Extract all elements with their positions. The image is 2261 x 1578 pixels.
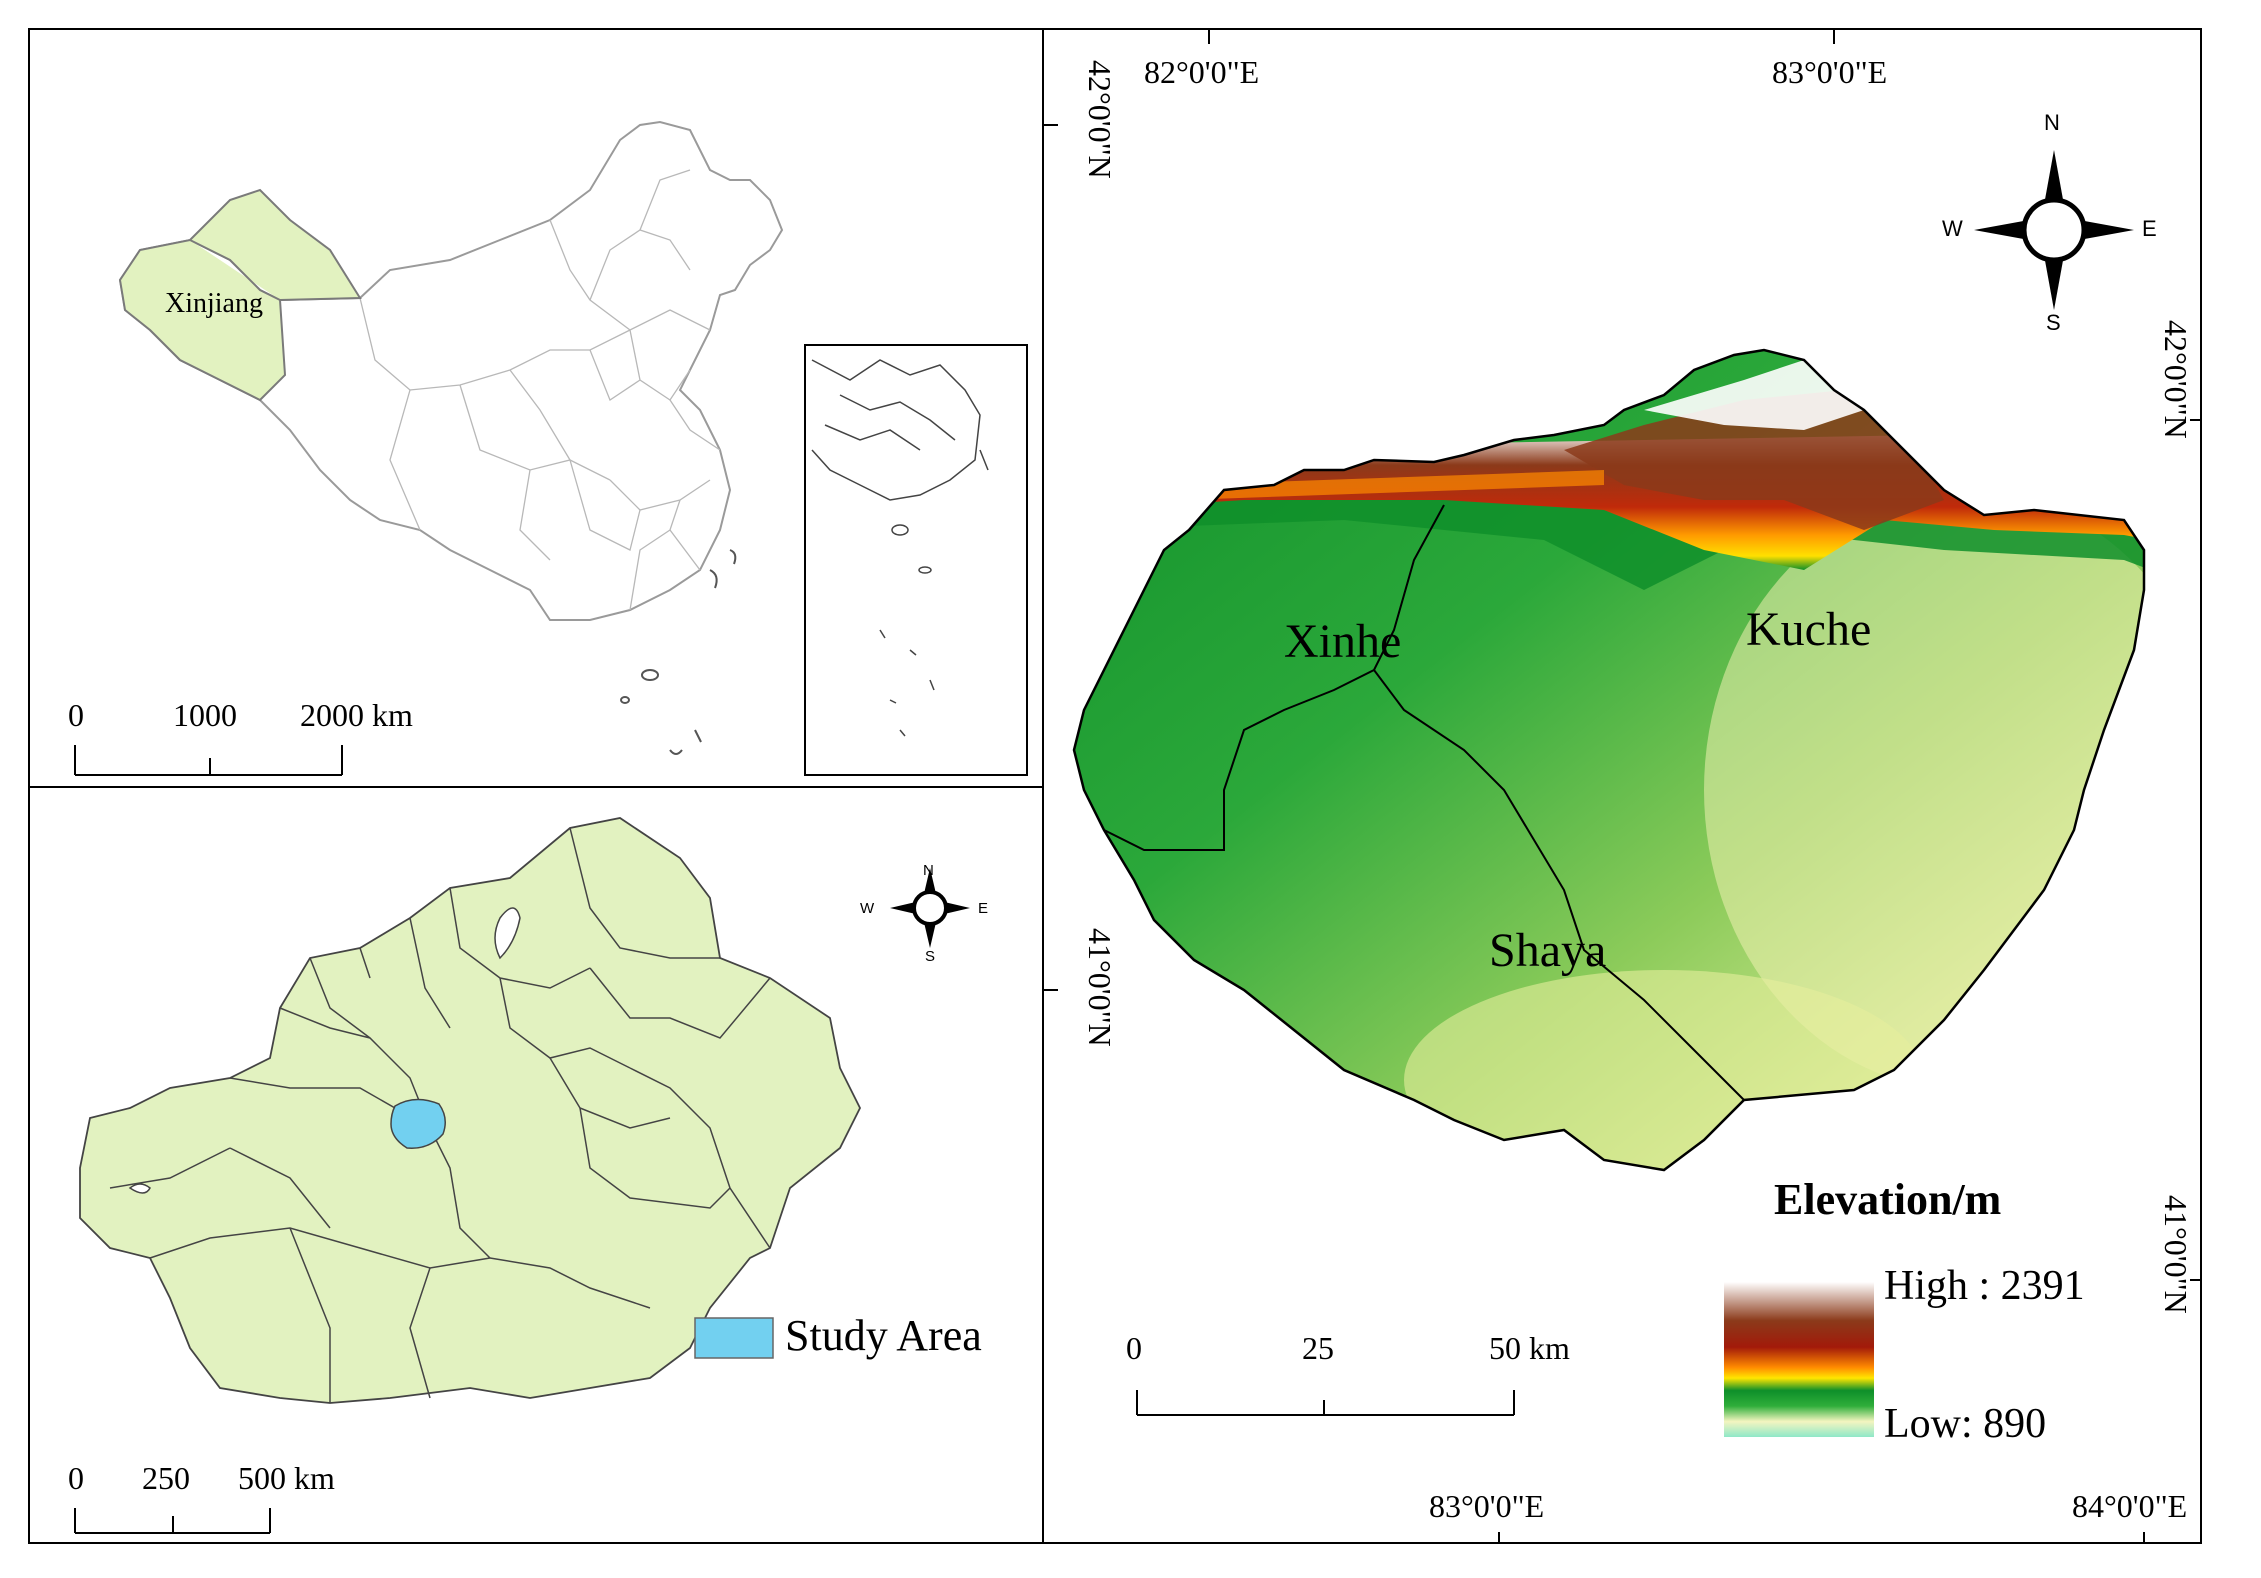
dem-compass-e: E <box>2142 216 2157 241</box>
dem-compass-w: W <box>1942 216 1963 241</box>
legend-ramp <box>1724 1282 1874 1437</box>
xj-scale-250: 250 <box>142 1460 190 1496</box>
inset-coast <box>811 359 989 737</box>
xinjiang-label: Xinjiang <box>165 288 263 319</box>
legend-label: Study Area <box>785 1311 982 1360</box>
dem-scale-25: 25 <box>1302 1330 1334 1366</box>
china-scale-1000: 1000 <box>173 697 237 733</box>
xj-scale-0: 0 <box>68 1460 84 1496</box>
dem-scalebar <box>1136 1390 1515 1416</box>
province-boundaries <box>359 169 721 611</box>
dem-compass <box>1974 150 2134 310</box>
china-scalebar <box>74 745 343 776</box>
compass-s: S <box>925 948 936 965</box>
xinjiang-highlight <box>118 188 362 402</box>
dem-compass-n: N <box>2044 110 2060 135</box>
dem-scale-50: 50 km <box>1489 1330 1570 1366</box>
xinjiang-scalebar <box>74 1508 271 1534</box>
lake <box>494 907 521 960</box>
study-area-boundary <box>1072 348 2146 1172</box>
compass-w: W <box>860 900 875 917</box>
bottom-lon-83: 83°0'0"E <box>1429 1488 1545 1524</box>
region-kuche: Kuche <box>1746 603 1872 656</box>
xinjiang-outline <box>79 817 862 1404</box>
xinjiang-map-panel: N S E W Study Area 0 250 500 km <box>28 786 1044 1544</box>
dem-scale-0: 0 <box>1126 1330 1142 1366</box>
legend-high: High : 2391 <box>1884 1263 2085 1309</box>
south-china-sea-inset <box>804 344 1028 776</box>
right-lat-42: 42°0'0"N <box>2158 320 2194 439</box>
elevation-map-svg <box>1044 30 2200 1542</box>
legend-swatch <box>694 1317 774 1359</box>
top-lon-82: 82°0'0"E <box>1144 54 1260 90</box>
dem-raster <box>1074 350 2144 1170</box>
dem-compass-s: S <box>2046 310 2061 335</box>
legend-low: Low: 890 <box>1884 1401 2047 1447</box>
county-boundaries <box>1103 504 1745 1101</box>
xinjiang-compass <box>890 868 970 948</box>
frame-ticks <box>1044 30 2200 1542</box>
legend-title: Elevation/m <box>1774 1175 2002 1224</box>
top-lon-83: 83°0'0"E <box>1772 54 1888 90</box>
china-map-svg <box>74 120 1028 776</box>
china-scale-0: 0 <box>68 697 84 733</box>
right-lat-41: 41°0'0"N <box>2158 1195 2194 1314</box>
small-lake <box>128 1183 151 1194</box>
elevation-map-panel: 82°0'0"E 83°0'0"E 83°0'0"E 84°0'0"E 42°0… <box>1042 28 2202 1544</box>
china-map-panel: Xinjiang 0 1000 2000 km <box>28 28 1044 788</box>
left-lat-42: 42°0'0"N <box>1082 60 1118 179</box>
region-xinhe: Xinhe <box>1284 615 1402 668</box>
region-shaya: Shaya <box>1489 924 1607 977</box>
coast-islands <box>620 549 737 755</box>
study-area-shape <box>390 1098 446 1149</box>
xj-scale-500: 500 km <box>238 1460 335 1496</box>
xinjiang-map-svg <box>74 817 970 1534</box>
compass-n: N <box>923 862 934 879</box>
bottom-lon-84: 84°0'0"E <box>2072 1488 2188 1524</box>
prefecture-boundaries <box>109 827 771 1403</box>
left-lat-41: 41°0'0"N <box>1082 928 1118 1047</box>
china-scale-2000: 2000 km <box>300 697 413 733</box>
compass-e: E <box>978 900 989 917</box>
